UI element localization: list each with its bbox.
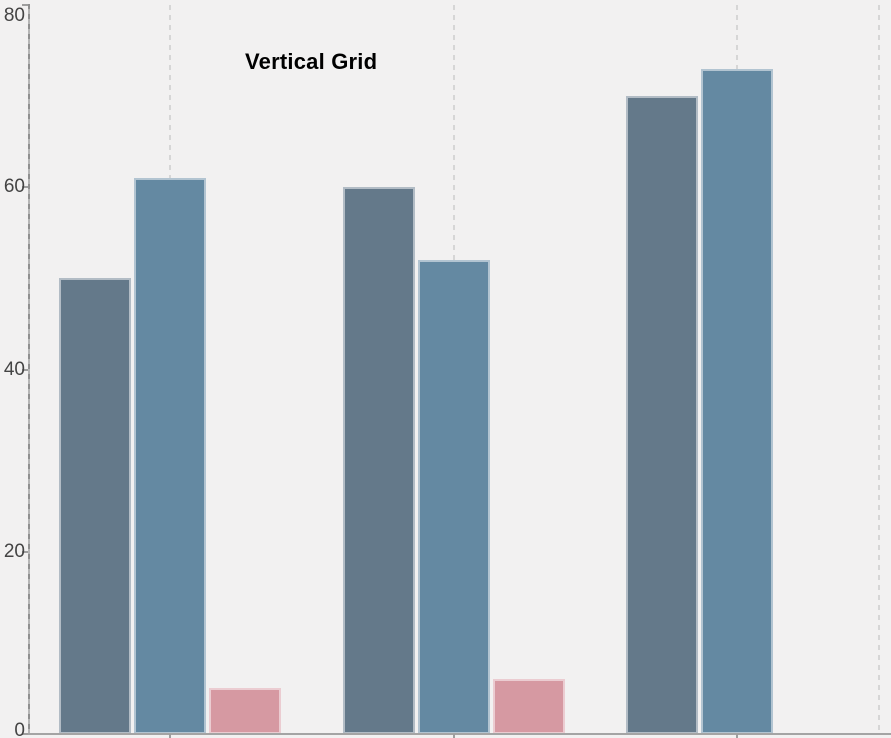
x-tick [169, 734, 172, 738]
vertical-gridline [877, 5, 880, 734]
bar-group3-series-1 [625, 96, 698, 734]
bar-group1-series-3 [209, 688, 282, 734]
chart-title: Vertical Grid [245, 49, 378, 74]
bar-group2-series-1 [342, 187, 415, 734]
y-tick-label: 60 [3, 176, 25, 198]
y-tick-label: 40 [3, 358, 25, 380]
x-tick [452, 734, 455, 738]
x-axis [27, 733, 891, 735]
bar-group2-series-2 [417, 260, 490, 734]
y-tick [22, 733, 28, 735]
bar-group1-series-1 [59, 278, 132, 734]
y-tick [22, 368, 28, 371]
bar-group3-series-2 [700, 68, 773, 734]
x-tick [735, 734, 738, 738]
y-tick [22, 186, 28, 189]
y-axis [27, 4, 30, 735]
y-tick-label: 80 [3, 5, 25, 26]
y-tick [22, 550, 28, 553]
bar-group2-series-3 [492, 679, 565, 734]
y-tick [22, 4, 28, 6]
y-tick-label: 0 [14, 720, 25, 738]
bar-group1-series-2 [134, 178, 207, 734]
y-tick-label: 20 [3, 540, 25, 562]
